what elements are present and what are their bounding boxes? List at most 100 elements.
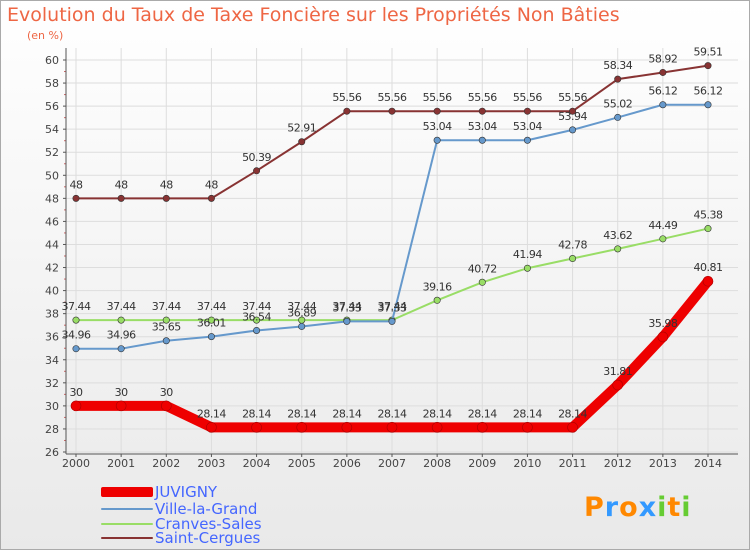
data-point	[70, 400, 82, 412]
data-label: 59.51	[694, 46, 723, 59]
data-label: 28.14	[287, 407, 316, 420]
legend-item-saint-cergues[interactable]: Saint-Cergues	[101, 529, 260, 547]
legend-label: Cranves-Sales	[155, 515, 262, 533]
data-label: 28.14	[423, 407, 452, 420]
y-tick-label: 32	[45, 377, 59, 390]
data-point	[659, 235, 667, 243]
data-label: 28.14	[242, 407, 271, 420]
data-point	[207, 316, 215, 324]
data-point	[117, 316, 125, 324]
data-point	[72, 316, 80, 324]
y-tick-label: 48	[45, 192, 59, 205]
y-tick-label: 44	[45, 238, 59, 251]
data-label: 45.38	[694, 209, 723, 222]
data-labels: 48 48 48 48 50.39 52.91 55.56 55.56 55.56 55.56 55…	[62, 46, 724, 421]
data-point	[160, 400, 172, 412]
data-label: 34.96	[107, 329, 136, 342]
data-label: 34.96	[62, 329, 91, 342]
logo-letter: t	[667, 492, 682, 523]
y-tick-label: 46	[45, 215, 59, 228]
data-point	[298, 322, 306, 330]
data-label: 55.56	[378, 91, 407, 104]
data-label: 35.98	[648, 317, 677, 330]
data-label: 48	[160, 178, 173, 191]
x-tick-label: 2010	[513, 457, 541, 470]
data-point	[476, 422, 488, 433]
data-label: 50.39	[242, 151, 271, 164]
legend-item-ville-la-grand[interactable]: Ville-la-Grand	[101, 500, 258, 518]
data-label: 40.72	[468, 262, 497, 275]
data-label: 40.81	[694, 261, 723, 274]
data-point	[702, 275, 714, 287]
legend-item-juvigny[interactable]: JUVIGNY	[101, 483, 217, 501]
data-label: 58.92	[648, 52, 677, 65]
data-point	[433, 296, 441, 304]
y-tick-label: 58	[45, 77, 59, 90]
x-tick-label: 2012	[604, 457, 632, 470]
data-point	[72, 194, 80, 202]
data-label: 55.56	[423, 91, 452, 104]
logo-letter: i	[657, 492, 668, 523]
proxiti-logo: Proxiti	[584, 492, 692, 523]
legend-item-cranves-sales[interactable]: Cranves-Sales	[101, 515, 262, 533]
data-point	[522, 422, 533, 433]
data-point	[253, 167, 261, 175]
data-label: 39.16	[423, 280, 452, 293]
chart-title: Evolution du Taux de Taxe Foncière sur l…	[7, 4, 620, 26]
data-point	[704, 62, 712, 70]
data-point	[341, 422, 353, 433]
data-label: 48	[115, 178, 128, 191]
data-point	[343, 107, 351, 115]
data-point	[251, 422, 262, 433]
data-point	[478, 107, 486, 115]
data-point	[659, 68, 667, 76]
data-label: 44.49	[648, 219, 677, 232]
data-point	[431, 422, 443, 433]
grid-lines	[66, 48, 738, 454]
data-label: 37.44	[62, 300, 91, 313]
data-point	[569, 107, 577, 115]
legend-label: Ville-la-Grand	[155, 500, 258, 518]
data-point	[253, 316, 261, 324]
data-point	[659, 101, 667, 109]
logo-letter: i	[681, 492, 692, 523]
data-point	[296, 422, 308, 433]
y-tick-label: 54	[45, 123, 59, 136]
data-point	[612, 379, 624, 391]
data-label: 42.78	[558, 239, 587, 252]
x-tick-label: 2008	[423, 457, 451, 470]
data-point	[72, 345, 80, 353]
data-point	[523, 107, 531, 115]
legend-swatch	[101, 523, 153, 525]
data-point	[253, 326, 261, 334]
data-point	[206, 422, 217, 433]
x-tick-label: 2009	[468, 457, 496, 470]
data-point	[433, 136, 441, 144]
data-label: 28.14	[332, 407, 361, 420]
data-label: 36.54	[242, 310, 271, 323]
y-tick-label: 56	[45, 100, 59, 113]
axes: 26 28 30 32 34 36 38 40 42 44 46 48 50 52 54 56 58 60 2000…	[45, 48, 738, 470]
data-point	[657, 331, 669, 343]
data-label: 30	[160, 386, 173, 399]
data-point	[523, 136, 531, 144]
data-label: 37.44	[287, 300, 316, 313]
x-tick-label: 2007	[378, 457, 406, 470]
data-label: 28.14	[558, 407, 587, 420]
x-tick-label: 2006	[333, 457, 361, 470]
data-label: 37.44	[197, 300, 226, 313]
data-point	[388, 107, 396, 115]
data-label: 55.56	[468, 91, 497, 104]
data-point	[614, 245, 622, 253]
x-tick-label: 2004	[243, 457, 271, 470]
data-label: 30	[70, 386, 83, 399]
data-label: 48	[70, 178, 83, 191]
data-label: 28.14	[378, 407, 407, 420]
y-tick-label: 52	[45, 146, 59, 159]
data-point	[614, 113, 622, 121]
data-label: 53.94	[558, 110, 587, 123]
data-point	[704, 101, 712, 109]
data-label: 48	[205, 178, 218, 191]
